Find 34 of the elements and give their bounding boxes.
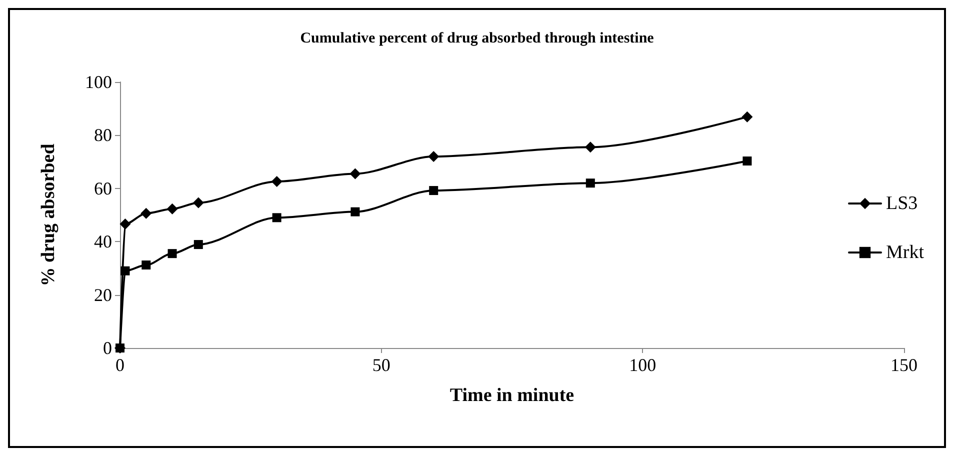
legend-label: Mrkt bbox=[886, 242, 925, 263]
x-axis-title: Time in minute bbox=[450, 385, 574, 406]
point bbox=[166, 203, 178, 214]
point bbox=[142, 260, 151, 270]
x-tick-label: 100 bbox=[629, 355, 656, 375]
point bbox=[584, 142, 596, 153]
point bbox=[429, 186, 438, 196]
y-tick-label: 60 bbox=[94, 178, 112, 198]
point bbox=[586, 178, 595, 188]
y-tick-label: 40 bbox=[94, 232, 112, 252]
y-tick-label: 100 bbox=[85, 72, 112, 92]
legend-label: LS3 bbox=[886, 193, 918, 214]
point bbox=[428, 150, 440, 162]
point bbox=[140, 208, 152, 219]
y-axis-title: % drug absorbed bbox=[38, 143, 59, 286]
x-tick-label: 50 bbox=[372, 355, 390, 375]
point bbox=[272, 213, 282, 222]
point bbox=[350, 168, 361, 180]
y-tick-label: 80 bbox=[94, 125, 112, 146]
y-tick-label: 20 bbox=[94, 284, 112, 305]
chart-title: Cumulative percent of drug absorbed through intestine bbox=[300, 30, 654, 46]
point bbox=[120, 266, 130, 276]
point bbox=[194, 240, 203, 250]
point bbox=[120, 218, 131, 230]
y-tick-label: 0 bbox=[103, 338, 112, 358]
point bbox=[742, 111, 753, 122]
point bbox=[116, 344, 124, 352]
point bbox=[271, 176, 282, 187]
point bbox=[742, 156, 752, 166]
point bbox=[192, 197, 204, 208]
x-tick-label: 150 bbox=[890, 355, 918, 375]
point bbox=[168, 249, 177, 258]
point bbox=[350, 207, 360, 216]
x-tick-label: 0 bbox=[116, 355, 124, 375]
